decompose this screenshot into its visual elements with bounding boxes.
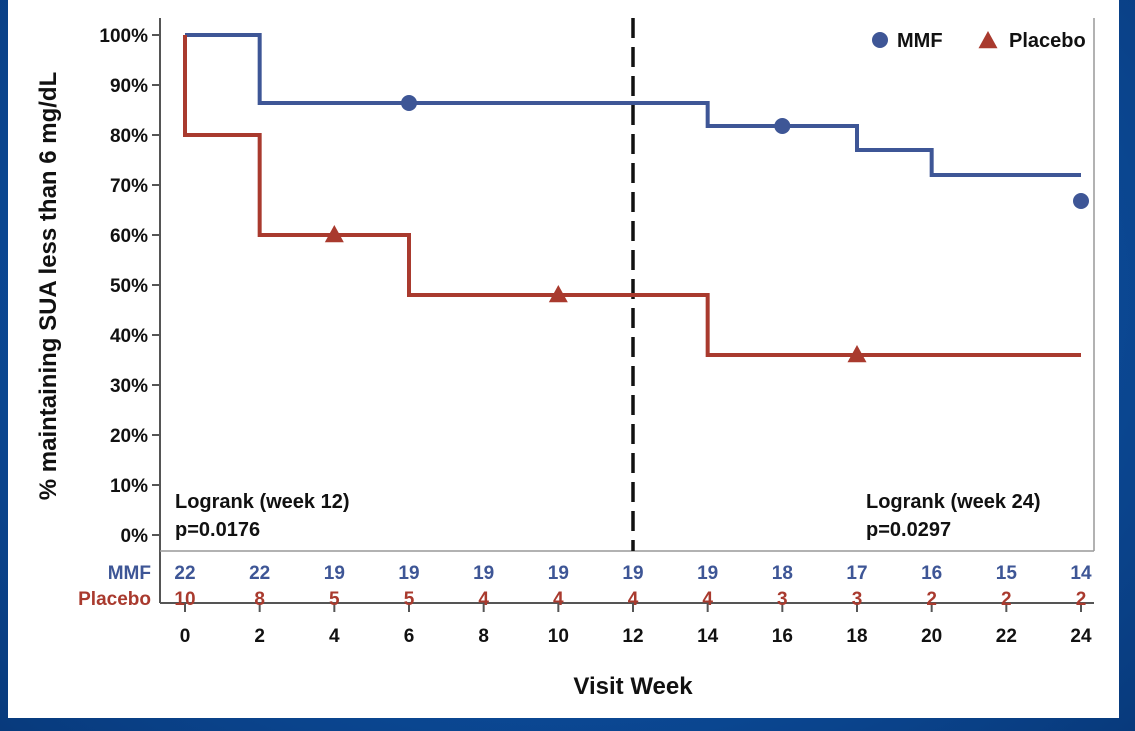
y-tick-label: 10%: [110, 476, 148, 497]
y-tick-label: 80%: [110, 126, 148, 147]
x-tick-label: 24: [1070, 626, 1092, 647]
at-risk-value-mmf: 19: [697, 563, 718, 584]
x-tick-label: 4: [329, 626, 340, 647]
series-mmf-censor-marker: [401, 95, 417, 111]
x-tick-label: 10: [548, 626, 569, 647]
at-risk-value-mmf: 19: [473, 563, 494, 584]
x-tick-label: 20: [921, 626, 942, 647]
series-placebo-line: [183, 35, 1081, 357]
series-mmf-censor-marker: [774, 118, 791, 134]
at-risk-value-placebo: 4: [628, 589, 639, 610]
at-risk-value-placebo: 3: [852, 589, 863, 610]
legend-mmf-marker: [872, 32, 888, 48]
at-risk-value-placebo: 2: [1076, 589, 1087, 610]
at-risk-value-placebo: 5: [329, 589, 340, 610]
logrank-annotation-title: Logrank (week 12): [175, 491, 350, 513]
at-risk-value-mmf: 18: [772, 563, 793, 584]
x-tick-label: 6: [404, 626, 415, 647]
at-risk-value-mmf: 14: [1070, 563, 1092, 584]
legend-placebo-marker: [978, 31, 998, 49]
km-chart: 0%10%20%30%40%50%60%70%80%90%100%0 2 4 6 8 10…: [35, 18, 1095, 700]
x-tick-label: 16: [772, 626, 793, 647]
legend-mmf-label: MMF: [897, 30, 943, 52]
x-tick-label: 0: [180, 626, 191, 647]
at-risk-value-placebo: 5: [404, 589, 415, 610]
series-placebo-censor-marker: [324, 225, 344, 243]
at-risk-value-placebo: 10: [174, 589, 195, 610]
y-tick-label: 20%: [110, 426, 148, 447]
at-risk-value-placebo: 8: [254, 589, 265, 610]
at-risk-label-mmf: MMF: [108, 563, 151, 584]
x-tick-label: 2: [254, 626, 265, 647]
at-risk-value-mmf: 22: [174, 563, 195, 584]
y-tick-label: 50%: [110, 276, 148, 297]
legend-placebo-label: Placebo: [1009, 30, 1086, 52]
x-tick-label: 14: [697, 626, 719, 647]
at-risk-value-mmf: 15: [996, 563, 1018, 584]
series-placebo-censor-marker: [548, 285, 568, 303]
y-axis-label: % maintaining SUA less than 6 mg/dL: [35, 72, 62, 501]
at-risk-label-placebo: Placebo: [78, 589, 151, 610]
at-risk-value-placebo: 3: [777, 589, 788, 610]
at-risk-value-mmf: 19: [324, 563, 345, 584]
at-risk-value-mmf: 19: [398, 563, 419, 584]
y-tick-label: 40%: [110, 326, 148, 347]
logrank-annotation-pvalue: p=0.0297: [866, 519, 951, 541]
at-risk-value-placebo: 2: [926, 589, 937, 610]
at-risk-value-mmf: 22: [249, 563, 270, 584]
at-risk-value-placebo: 4: [702, 589, 713, 610]
y-tick-label: 0%: [121, 526, 149, 547]
series-placebo-censor-marker: [847, 345, 867, 363]
at-risk-value-mmf: 16: [921, 563, 942, 584]
y-tick-label: 60%: [110, 226, 148, 247]
y-tick-label: 100%: [99, 26, 148, 47]
at-risk-value-mmf: 19: [622, 563, 643, 584]
y-tick-label: 70%: [110, 176, 148, 197]
at-risk-value-placebo: 2: [1001, 589, 1012, 610]
x-tick-label: 12: [622, 626, 643, 647]
series-mmf-censor-marker: [1073, 193, 1089, 209]
y-tick-label: 90%: [110, 76, 148, 97]
chart-panel: 0% 10% 20% 30% 40% 50% 60% 70% 80% 90% 100% 0 2 4 6 8 10…: [8, 0, 1119, 718]
at-risk-value-placebo: 4: [553, 589, 564, 610]
logrank-annotation-pvalue: p=0.0176: [175, 519, 260, 541]
x-axis-label: Visit Week: [573, 673, 693, 700]
x-tick-label: 18: [846, 626, 867, 647]
x-tick-label: 22: [996, 626, 1017, 647]
at-risk-value-mmf: 19: [548, 563, 569, 584]
at-risk-value-mmf: 17: [846, 563, 867, 584]
at-risk-value-placebo: 4: [478, 589, 489, 610]
x-tick-label: 8: [478, 626, 489, 647]
logrank-annotation-title: Logrank (week 24): [866, 491, 1041, 513]
y-tick-label: 30%: [110, 376, 148, 397]
